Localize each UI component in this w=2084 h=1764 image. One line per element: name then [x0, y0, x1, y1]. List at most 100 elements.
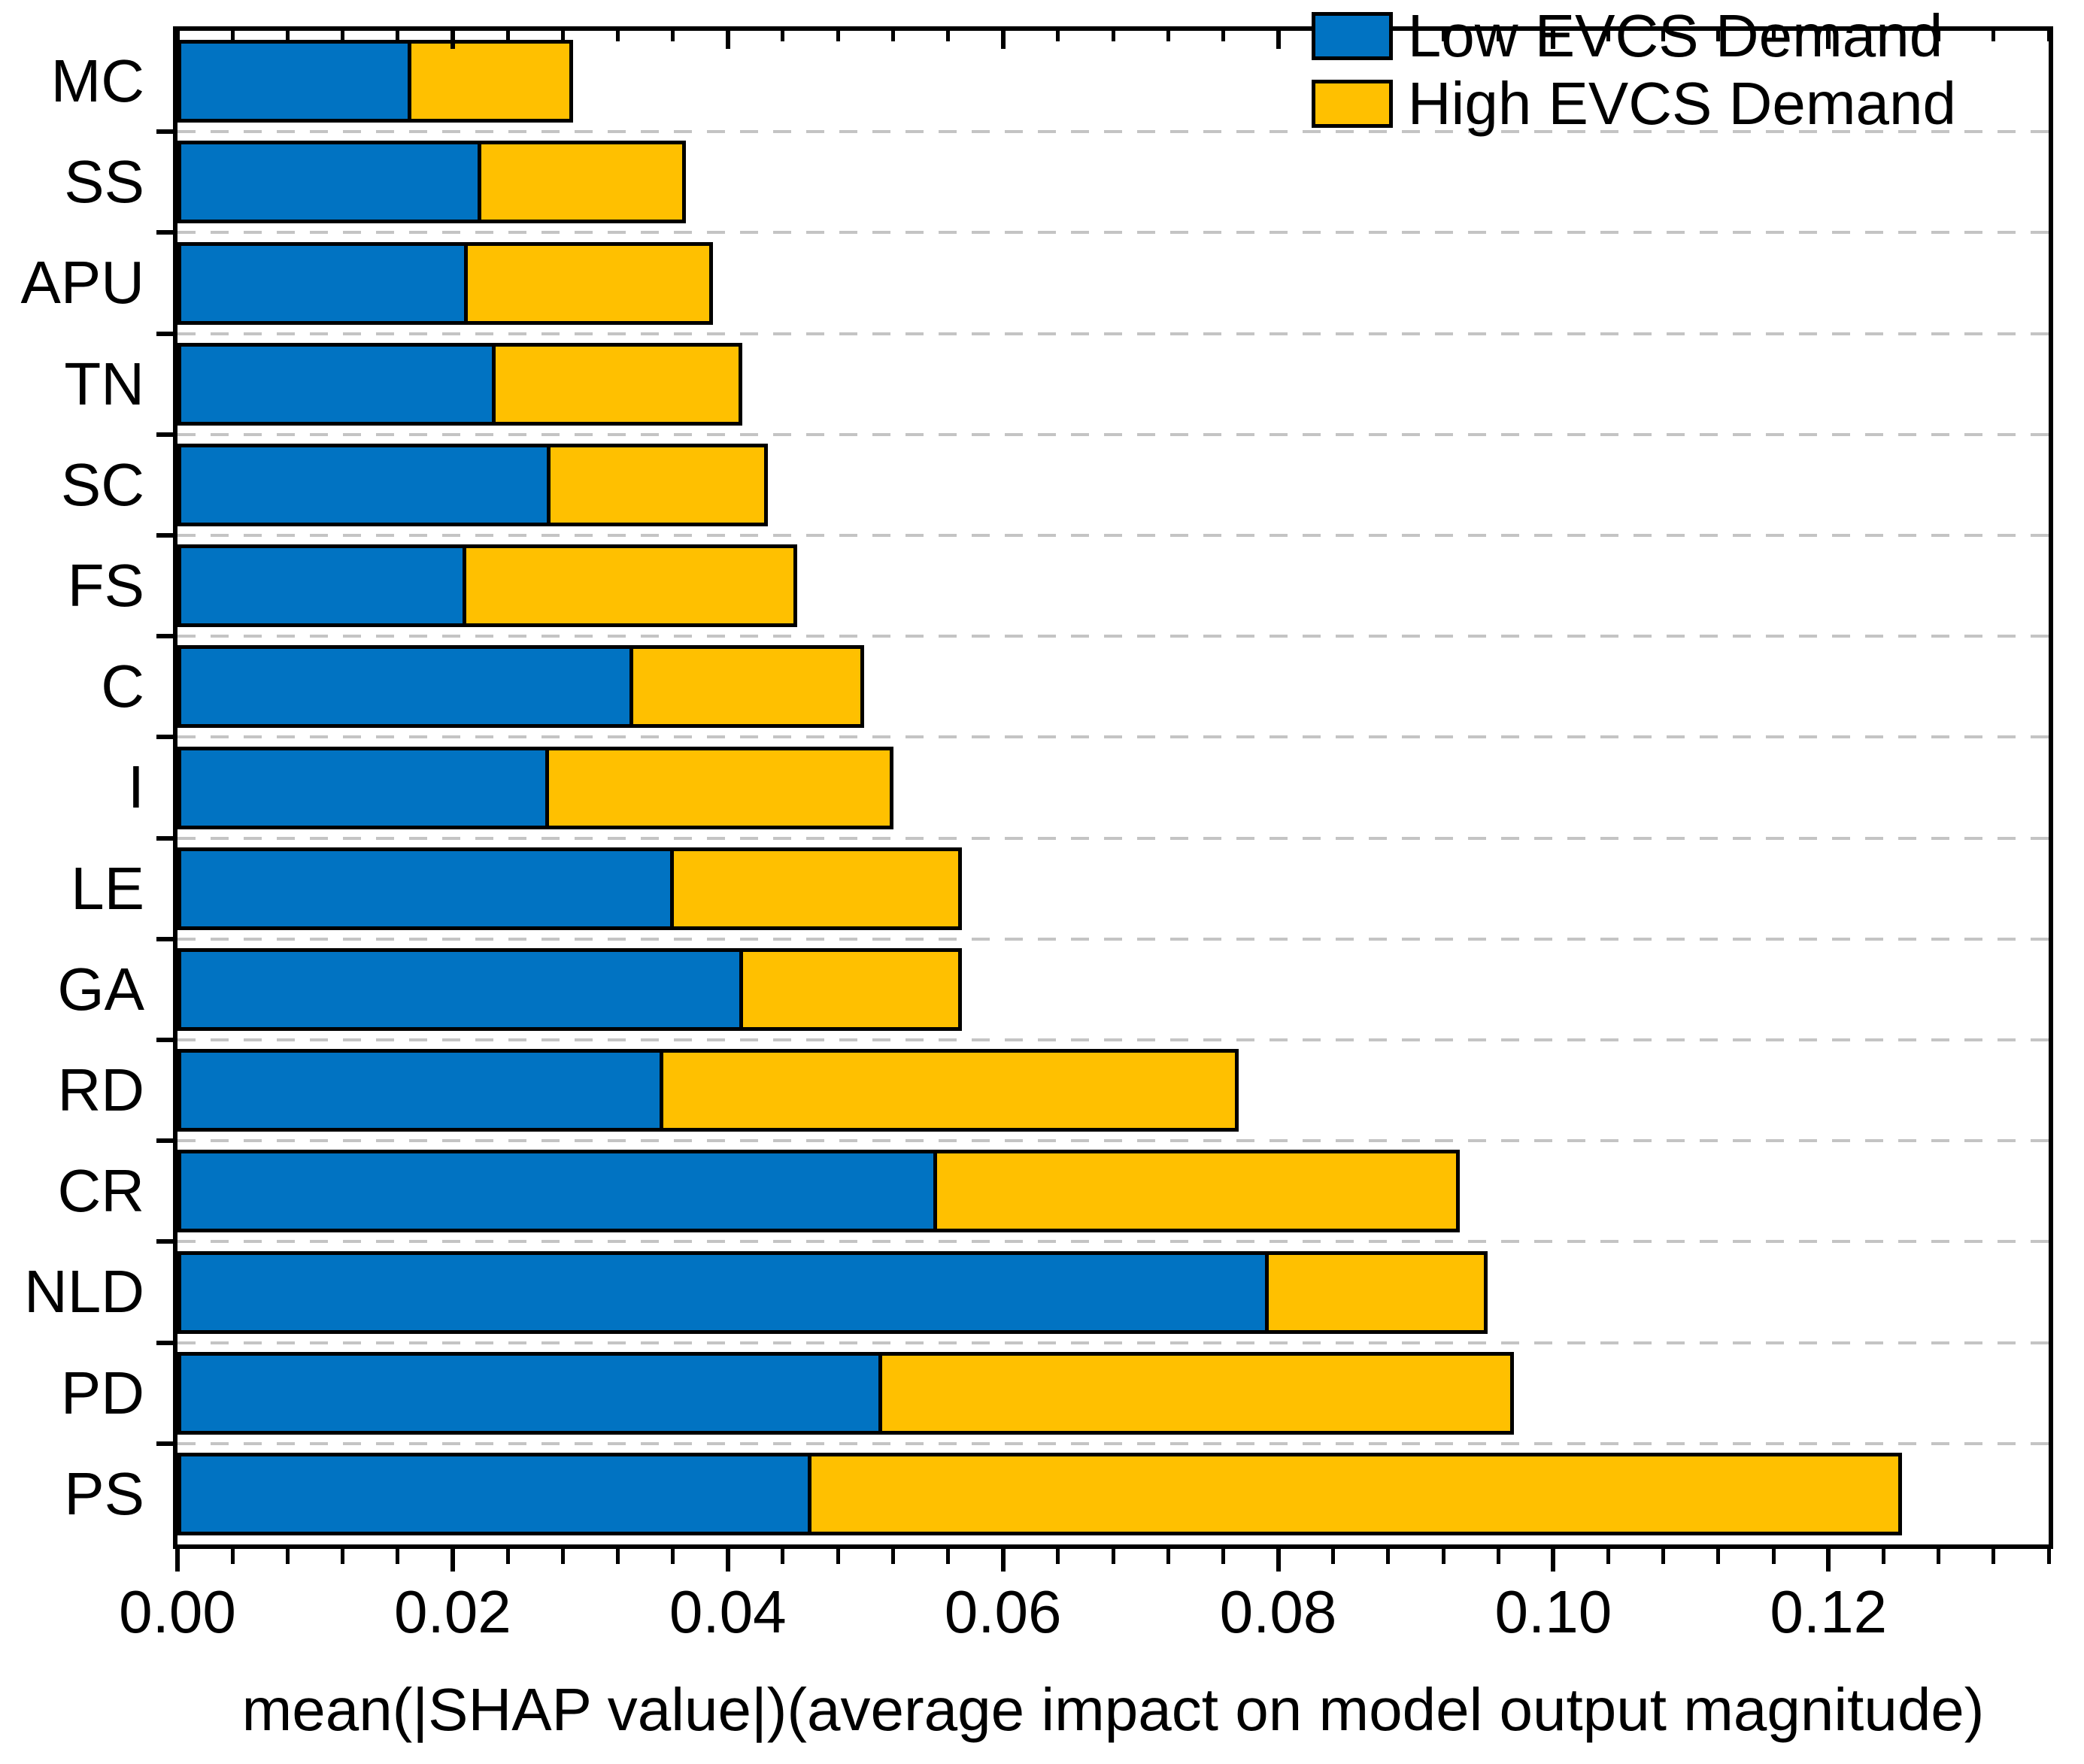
gridline [177, 1139, 2049, 1143]
bar-row-c [177, 645, 865, 729]
y-boundary-tick [156, 735, 173, 740]
x-minor-tick-top [1991, 26, 1996, 41]
x-minor-tick-top [1166, 26, 1170, 41]
x-minor-tick-top [1111, 26, 1115, 41]
gridline [177, 635, 2049, 638]
x-tick-label-0.02: 0.02 [394, 1578, 511, 1645]
x-minor-tick [1496, 1549, 1500, 1564]
bar-segment-rd-high [659, 1049, 1239, 1132]
x-minor-tick-top [615, 26, 620, 41]
x-minor-tick-top [1716, 26, 1721, 41]
x-minor-tick [1166, 1549, 1170, 1564]
x-major-tick-top [725, 26, 730, 49]
legend-item-low: Low EVCS Demand [1311, 2, 1956, 69]
category-label-ss: SS [64, 148, 144, 216]
category-label-mc: MC [50, 47, 144, 115]
bar-segment-ps-high [808, 1452, 1902, 1535]
x-minor-tick [1716, 1549, 1721, 1564]
x-minor-tick-top [1661, 26, 1666, 41]
x-tick-label-0.00: 0.00 [119, 1578, 236, 1645]
x-minor-tick [285, 1549, 290, 1564]
x-minor-tick [1111, 1549, 1115, 1564]
gridline [177, 1341, 2049, 1344]
bar-segment-rd-low [177, 1049, 663, 1132]
x-minor-tick [1221, 1549, 1225, 1564]
bar-row-i [177, 746, 893, 829]
gridline [177, 1038, 2049, 1041]
x-minor-tick-top [671, 26, 675, 41]
x-minor-tick-top [781, 26, 785, 41]
x-minor-tick [945, 1549, 950, 1564]
bar-segment-cr-low [177, 1150, 937, 1233]
x-minor-tick-top [341, 26, 345, 41]
x-minor-tick [1661, 1549, 1666, 1564]
y-boundary-tick [156, 1138, 173, 1144]
y-boundary-tick [156, 129, 173, 135]
category-label-fs: FS [67, 552, 144, 620]
bar-row-mc [177, 40, 573, 123]
x-major-tick [175, 1549, 180, 1572]
bar-segment-i-low [177, 746, 549, 829]
y-boundary-tick [156, 230, 173, 235]
bar-row-ps [177, 1452, 1902, 1535]
legend-swatch-high [1311, 80, 1393, 128]
x-minor-tick [1937, 1549, 1941, 1564]
x-minor-tick-top [1056, 26, 1060, 41]
bar-segment-tn-high [491, 342, 742, 426]
x-major-tick [1276, 1549, 1281, 1572]
x-minor-tick-top [890, 26, 895, 41]
x-minor-tick-top [1221, 26, 1225, 41]
bar-segment-pd-low [177, 1351, 882, 1435]
bar-segment-c-high [629, 645, 865, 729]
bar-segment-i-high [545, 746, 893, 829]
x-minor-tick [615, 1549, 620, 1564]
legend: Low EVCS Demand High EVCS Demand [1311, 2, 1956, 141]
category-label-ga: GA [57, 955, 144, 1023]
bar-segment-apu-high [464, 241, 714, 325]
y-boundary-tick [156, 331, 173, 336]
category-label-ps: PS [64, 1459, 144, 1527]
bar-row-nld [177, 1250, 1488, 1334]
x-major-tick [450, 1549, 455, 1572]
legend-item-high: High EVCS Demand [1311, 74, 1956, 134]
bar-segment-tn-low [177, 342, 496, 426]
x-minor-tick-top [945, 26, 950, 41]
gridline [177, 735, 2049, 739]
category-label-rd: RD [57, 1056, 144, 1124]
bar-segment-c-low [177, 645, 633, 729]
x-minor-tick-top [1881, 26, 1885, 41]
bar-row-tn [177, 342, 742, 426]
gridline [177, 1240, 2049, 1244]
y-boundary-tick [156, 1340, 173, 1345]
x-minor-tick [1056, 1549, 1060, 1564]
x-tick-label-0.04: 0.04 [669, 1578, 787, 1645]
x-major-tick-top [450, 26, 455, 49]
category-label-le: LE [71, 854, 144, 922]
gridline [177, 432, 2049, 436]
gridline [177, 836, 2049, 840]
bar-segment-nld-high [1264, 1250, 1488, 1334]
category-label-apu: APU [20, 249, 145, 317]
bar-segment-sc-high [546, 443, 769, 526]
bar-segment-mc-low [177, 40, 411, 123]
bar-row-le [177, 847, 963, 930]
x-minor-tick [671, 1549, 675, 1564]
bar-segment-ss-high [478, 141, 686, 224]
x-major-tick-top [1276, 26, 1281, 49]
x-minor-tick [560, 1549, 565, 1564]
x-major-tick-top [1551, 26, 1556, 49]
bar-segment-ga-low [177, 947, 743, 1031]
legend-label-low: Low EVCS Demand [1407, 2, 1943, 69]
x-minor-tick-top [1937, 26, 1941, 41]
x-minor-tick [1991, 1549, 1996, 1564]
x-major-tick [1826, 1549, 1831, 1572]
bar-row-fs [177, 544, 797, 628]
y-boundary-tick [156, 1239, 173, 1244]
x-minor-tick-top [285, 26, 290, 41]
gridline [177, 231, 2049, 235]
x-minor-tick-top [1496, 26, 1500, 41]
x-minor-tick-top [836, 26, 840, 41]
category-label-nld: NLD [23, 1258, 144, 1326]
x-minor-tick-top [505, 26, 510, 41]
legend-swatch-low [1311, 12, 1393, 60]
